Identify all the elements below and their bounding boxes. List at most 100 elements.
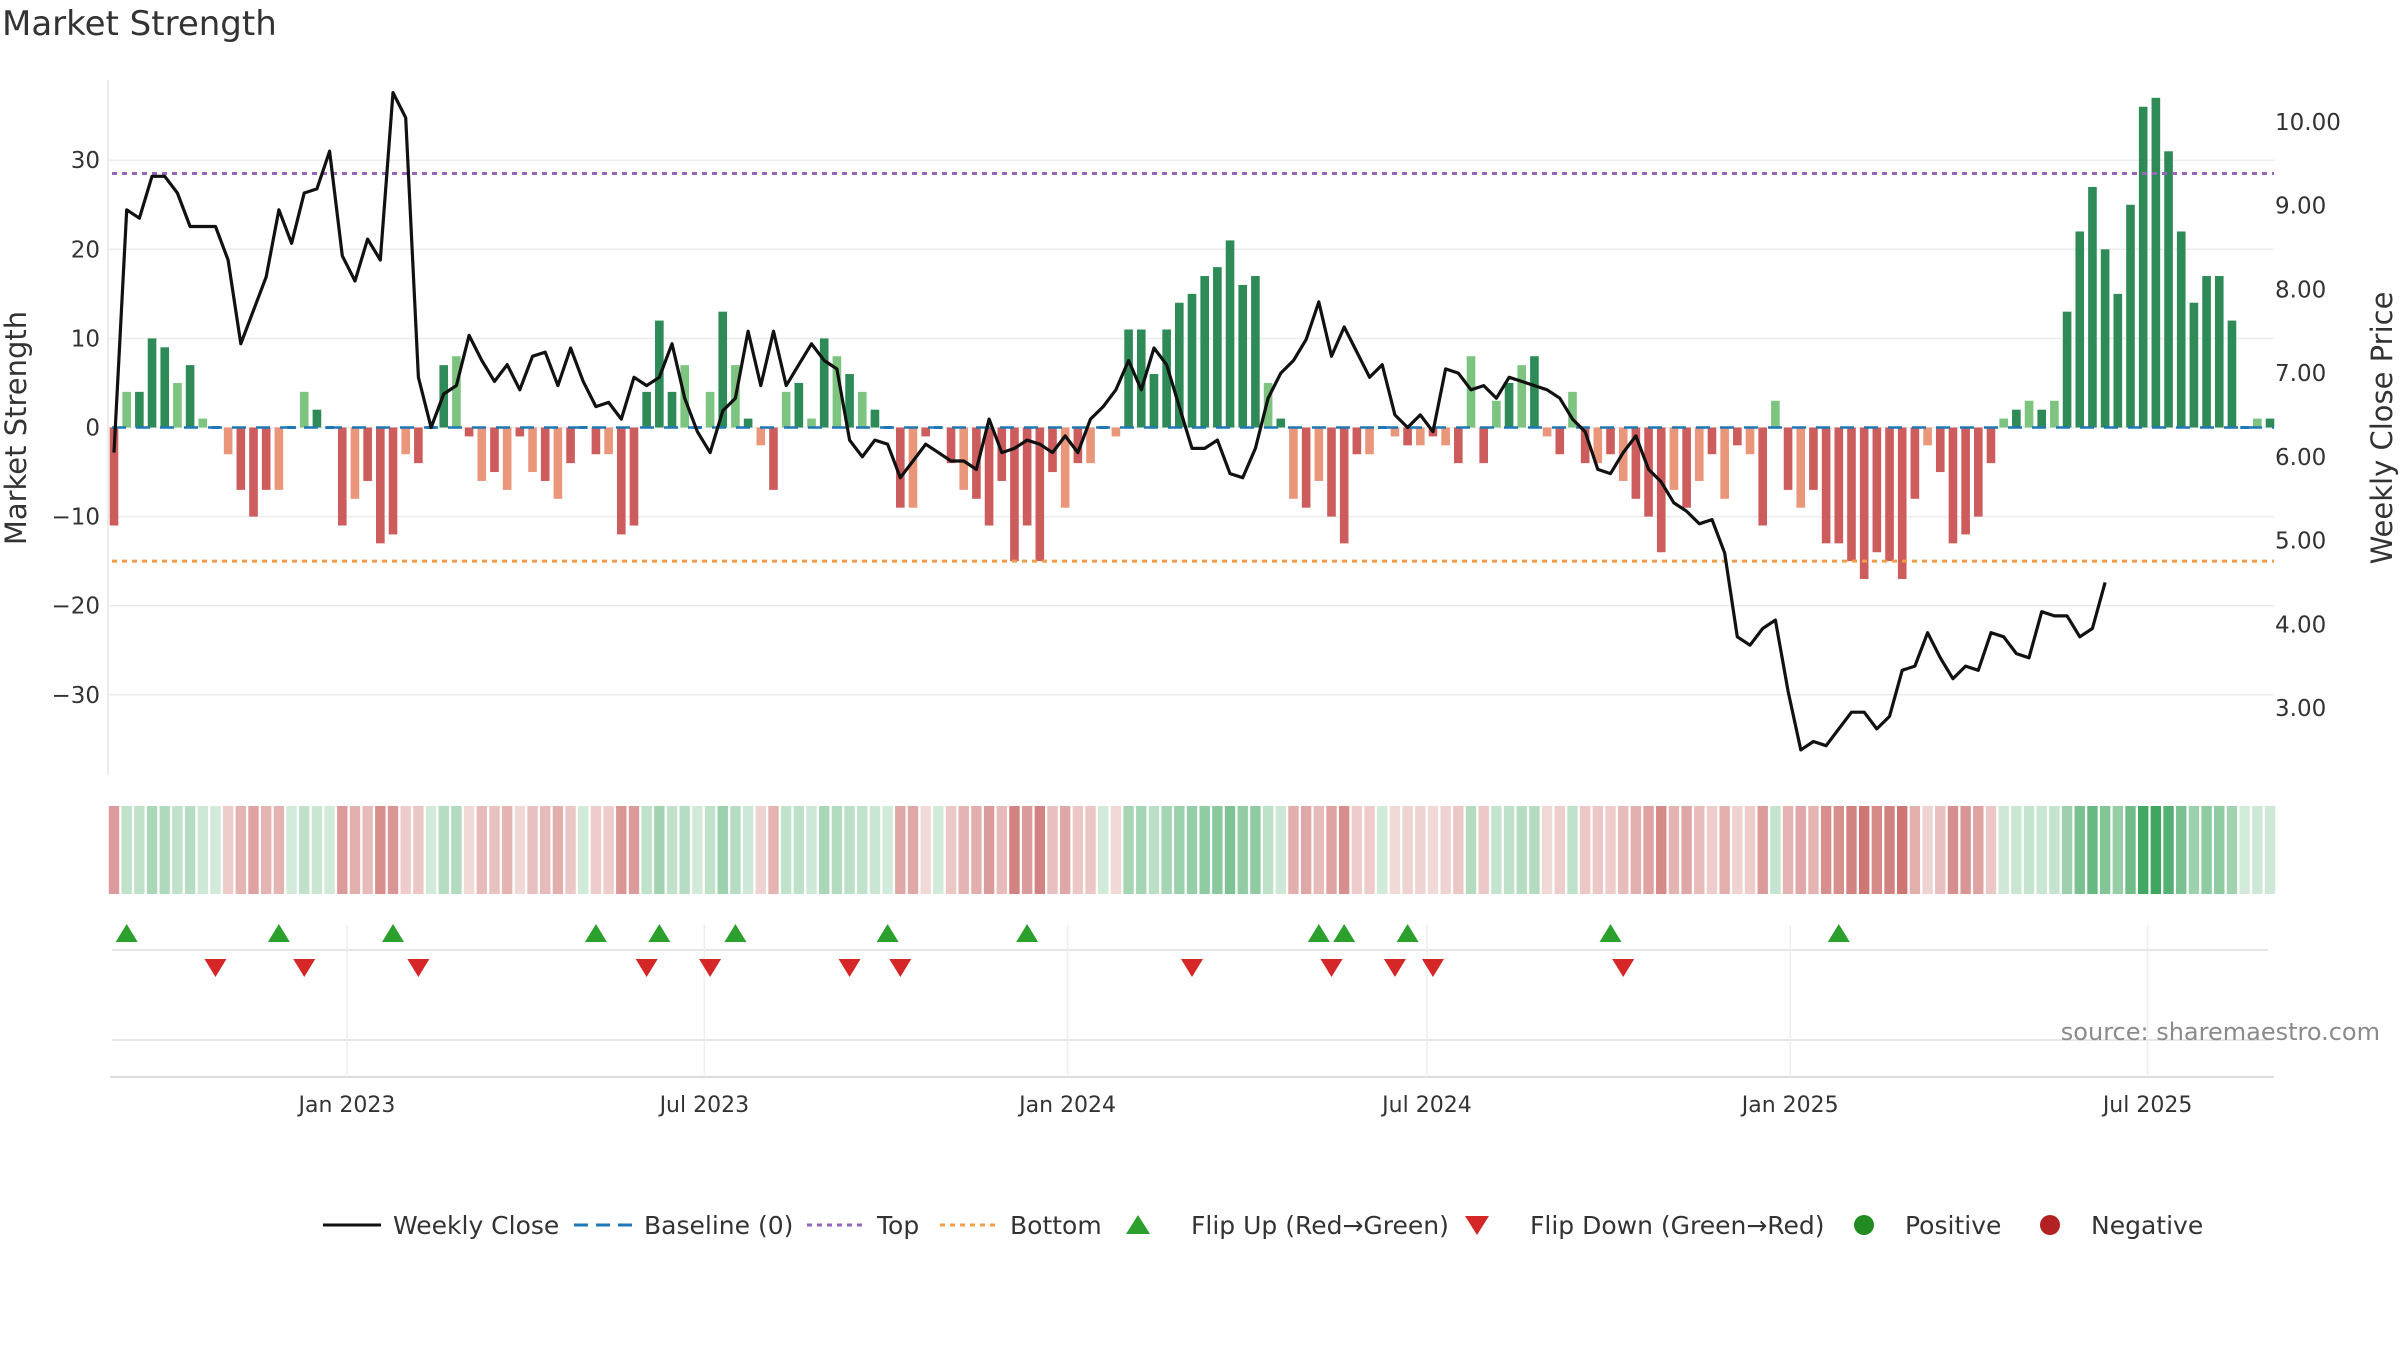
heat-cell [1034,806,1046,894]
heat-cell [2074,806,2085,894]
strength-bar [1847,427,1856,562]
heat-cell [514,806,526,894]
strength-bar [1022,427,1032,526]
strength-bar [198,418,208,428]
strength-bar [1783,427,1793,490]
heat-cell [1681,806,1692,894]
y-tick-left: −10 [51,505,100,531]
x-tick-label: Jul 2025 [2101,1093,2193,1118]
heat-cell [2188,806,2200,894]
strength-bar [502,427,512,490]
strength-bar [1973,427,1983,517]
strength-bar [1593,427,1603,464]
strength-bar [1415,427,1425,446]
heat-cell [425,806,437,894]
heat-cell [1021,806,1033,894]
heat-cell [1503,806,1515,894]
strength-bar [1555,427,1565,455]
strength-bar [1771,400,1780,428]
heat-cell [1973,806,1984,894]
heat-cell [2011,806,2022,894]
strength-bar [857,391,867,428]
strength-bar [2024,400,2034,428]
y-tick-right: 3.00 [2275,696,2326,722]
legend-swatch [1854,1215,1874,1235]
strength-bar [388,427,398,535]
strength-bar [1517,365,1527,428]
strength-bar [477,427,487,481]
heat-cell [527,806,538,894]
heat-cell [1440,806,1451,894]
heat-cell [1668,806,1680,894]
strength-bar [870,409,880,428]
strength-bar [1910,427,1920,499]
strength-bar [832,356,842,428]
strength-bar [1479,427,1489,464]
strength-bar [1454,427,1463,464]
strength-bar [2176,231,2186,428]
strength-bar [718,311,728,428]
heat-cell [1402,806,1413,894]
strength-bar [1542,427,1552,437]
flip-down-marker [699,959,722,977]
strength-bar [1745,427,1755,455]
strength-bar [1809,427,1818,490]
strength-bar [1060,427,1070,508]
heat-cell [1389,806,1401,894]
x-tick-label: Jan 2025 [1740,1093,1839,1118]
heat-cell [1554,806,1565,894]
strength-bar [1213,267,1222,428]
legend-label: Baseline (0) [644,1211,793,1240]
strength-bar [2164,151,2173,428]
legend-label: Flip Down (Green→Red) [1530,1211,1825,1240]
legend: Weekly Close Baseline (0) Top Bottom Flip Up… [323,1211,2203,1240]
heat-cell [971,806,982,894]
heat-cell [1199,806,1210,894]
heat-cell [235,806,247,894]
heat-cell [1656,806,1667,894]
strength-bar [946,427,956,464]
strength-bar [147,338,157,428]
strength-bar [2151,97,2161,428]
strength-bar [401,427,411,455]
heat-cell [717,806,728,894]
strength-bar [2189,302,2199,428]
strength-bar [1010,427,1019,562]
heat-cell [286,806,297,894]
heat-cell [489,806,500,894]
heat-cell [1871,806,1883,894]
strength-bar [1466,356,1476,428]
heat-cell [1643,806,1654,894]
strength-bar [705,391,715,428]
flip-down-marker [889,959,912,977]
strength-bar [1365,427,1374,455]
strength-bar [1162,329,1171,428]
heat-cell [1009,806,1020,894]
y-tick-right: 9.00 [2275,194,2326,220]
strength-bar [1352,427,1362,455]
reference-lines [112,172,2274,563]
strength-bar [1263,382,1273,428]
heat-cell [1744,806,1756,894]
heat-cell [780,806,792,894]
strength-bar [2113,293,2123,428]
strength-bar [1314,427,1324,481]
heat-cell [578,806,589,894]
heat-cell [1465,806,1477,894]
flip-down-marker [635,959,658,977]
heat-cell [857,806,868,894]
strength-bar [223,427,233,455]
legend-label: Negative [2091,1211,2203,1240]
heat-cell [1529,806,1540,894]
heat-cell [1770,806,1781,894]
heat-cell [2061,806,2073,894]
flip-down-marker [1181,959,1203,977]
strength-bar [135,391,144,428]
flip-markers [110,924,2274,1078]
heat-cell [2125,806,2136,894]
strength-bar [1720,427,1729,499]
strength-bar [1086,427,1095,464]
heat-cell [159,806,170,894]
y-axis-right-title: Weekly Close Price [2365,292,2399,565]
strength-bar [1859,427,1869,579]
